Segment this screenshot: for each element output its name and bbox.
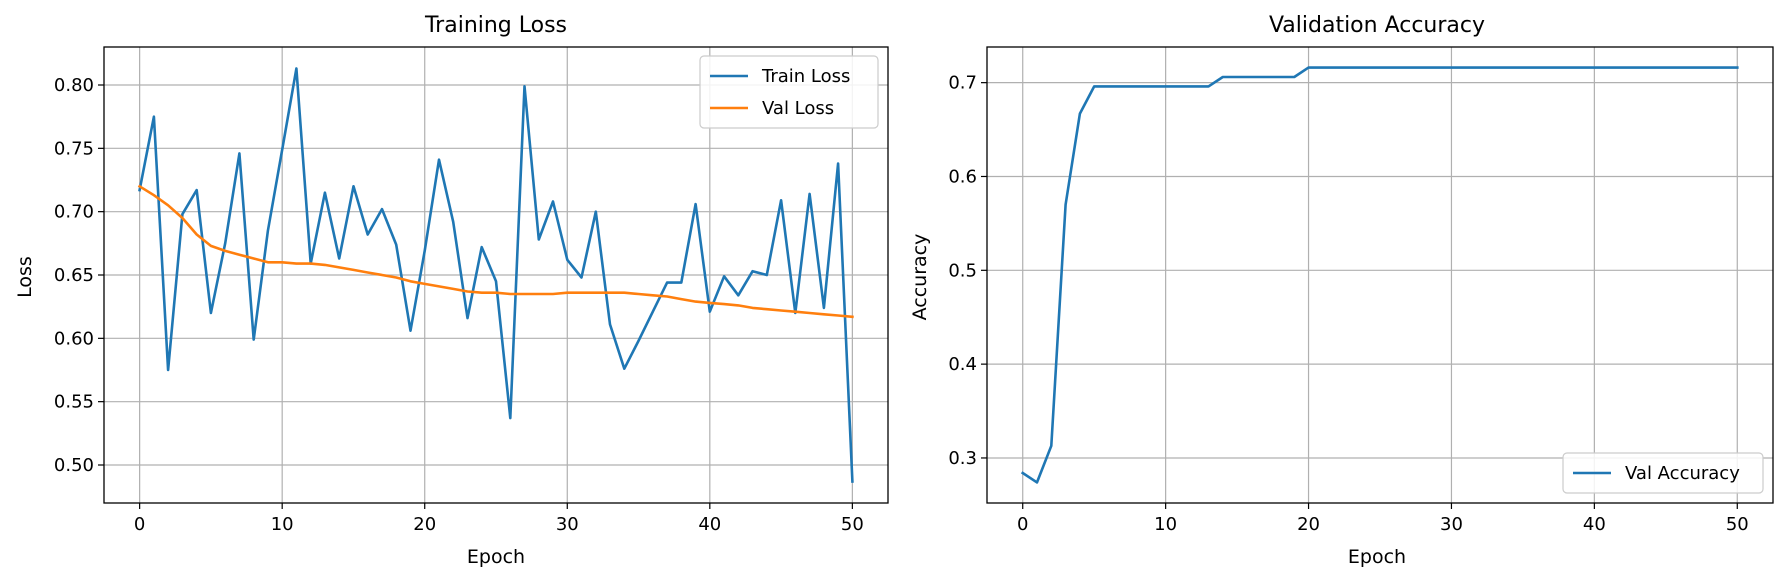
x-tick-label: 50 (841, 514, 864, 535)
plot-frame (103, 46, 889, 504)
x-tick-label: 20 (413, 514, 436, 535)
legend-label: Val Loss (762, 98, 834, 119)
x-tick-label: 10 (1154, 514, 1177, 535)
x-tick-label: 0 (1017, 514, 1028, 535)
x-tick-label: 10 (271, 514, 294, 535)
y-tick-label: 0.75 (54, 138, 94, 159)
legend-box (699, 55, 879, 129)
y-tick-label: 0.65 (54, 265, 94, 286)
y-tick-label: 0.7 (948, 73, 977, 94)
y-tick-label: 0.4 (948, 354, 977, 375)
y-tick-label: 0.50 (54, 455, 94, 476)
training-loss-xlabel: Epoch (467, 546, 525, 568)
legend: Val Accuracy (1562, 452, 1764, 494)
x-tick-label: 40 (698, 514, 721, 535)
legend: Train Loss Val Loss (699, 55, 879, 129)
y-tick-label: 0.80 (54, 75, 94, 96)
series-line-val-loss (137, 184, 854, 319)
training-loss-panel: Training Loss Epoch Loss 0 10 20 30 40 50 0.50… (14, 13, 889, 568)
x-tick-label: 50 (1726, 514, 1749, 535)
x-tick-label: 30 (556, 514, 579, 535)
training-loss-ylabel: Loss (14, 256, 36, 298)
y-tick-label: 0.60 (54, 328, 94, 349)
plot-frame (986, 46, 1774, 504)
validation-accuracy-plot-area: 0 10 20 30 40 50 0.3 0.4 0.5 0.6 0.7 Val Accuracy (948, 46, 1774, 535)
validation-accuracy-panel: Validation Accuracy Epoch Accuracy 0 10 20… (909, 13, 1774, 568)
validation-accuracy-ylabel: Accuracy (909, 234, 931, 321)
training-loss-plot-area: 0 10 20 30 40 50 0.50 0.55 0.60 0.65 0.70 0.75 0.80 T… (54, 46, 889, 535)
validation-accuracy-title: Validation Accuracy (1269, 13, 1485, 38)
x-tick-label: 0 (134, 514, 145, 535)
validation-accuracy-xlabel: Epoch (1348, 546, 1406, 568)
y-tick-label: 0.55 (54, 392, 94, 413)
y-tick-label: 0.3 (948, 448, 977, 469)
x-tick-label: 30 (1440, 514, 1463, 535)
legend-label: Train Loss (761, 66, 850, 87)
x-tick-label: 20 (1297, 514, 1320, 535)
y-tick-label: 0.5 (948, 260, 977, 281)
y-tick-label: 0.70 (54, 202, 94, 223)
y-tick-label: 0.6 (948, 166, 977, 187)
series-line-val-accuracy (1020, 66, 1739, 484)
x-tick-label: 40 (1583, 514, 1606, 535)
legend-box (1562, 452, 1764, 494)
legend-label: Val Accuracy (1625, 463, 1740, 484)
series-line-train-loss (138, 67, 854, 483)
training-loss-title: Training Loss (424, 13, 567, 38)
